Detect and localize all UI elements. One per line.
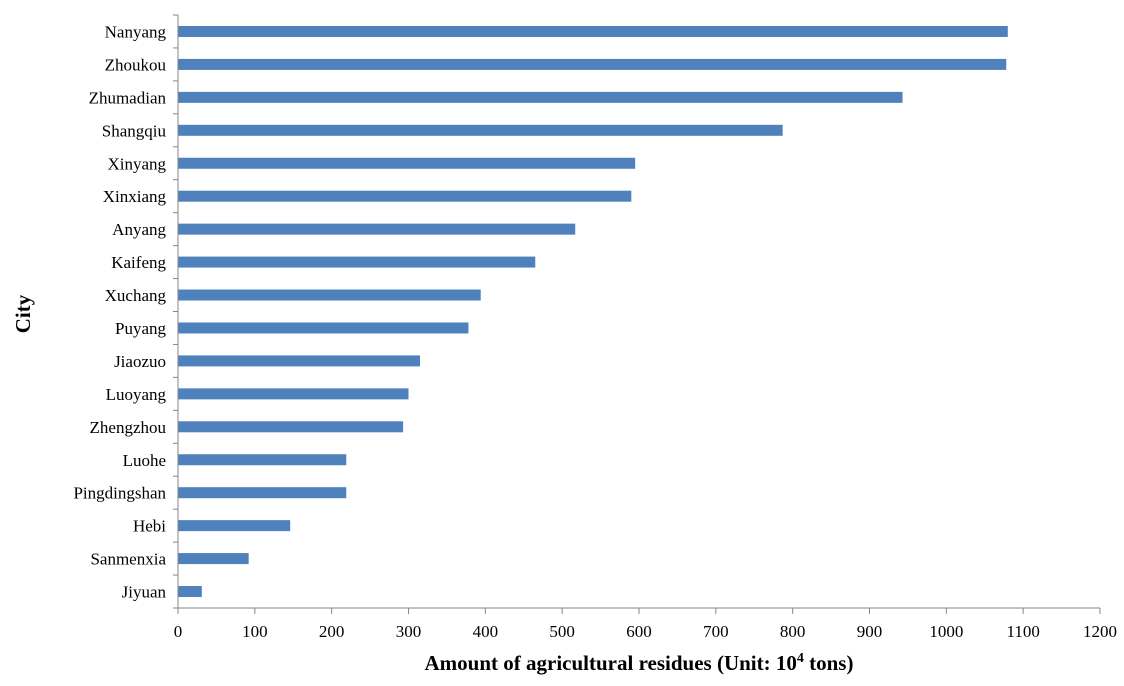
x-tick-label-1000: 1000 — [929, 622, 963, 641]
y-axis-title: City — [11, 294, 35, 333]
y-tick-label-jiaozuo: Jiaozuo — [114, 352, 166, 371]
y-tick-label-xinxiang: Xinxiang — [103, 187, 167, 206]
x-tick-label-100: 100 — [242, 622, 268, 641]
y-tick-label-zhumadian: Zhumadian — [89, 88, 167, 107]
y-tick-label-zhoukou: Zhoukou — [105, 55, 167, 74]
y-tick-label-puyang: Puyang — [115, 319, 167, 338]
x-tick-label-500: 500 — [549, 622, 575, 641]
bar-nanyang — [178, 25, 1008, 37]
bar-luohe — [178, 454, 347, 466]
y-tick-label-luoyang: Luoyang — [106, 385, 167, 404]
bar-puyang — [178, 322, 469, 334]
x-tick-label-0: 0 — [174, 622, 183, 641]
bar-xuchang — [178, 289, 481, 301]
y-tick-label-jiyuan: Jiyuan — [122, 583, 167, 602]
y-tick-label-luohe: Luohe — [123, 451, 166, 470]
y-tick-label-nanyang: Nanyang — [105, 22, 167, 41]
x-tick-label-300: 300 — [396, 622, 422, 641]
bar-xinyang — [178, 157, 636, 169]
x-tick-label-1200: 1200 — [1083, 622, 1117, 641]
bar-anyang — [178, 223, 576, 235]
x-tick-label-400: 400 — [473, 622, 499, 641]
x-tick-labels: 0 100 200 300 400 500 600 700 800 900 1000 1100 1200 — [174, 622, 1117, 641]
bar-shangqiu — [178, 124, 783, 136]
y-tick-labels: Nanyang Zhoukou Zhumadian Shangqiu Xinyang Xi… — [73, 22, 166, 601]
bar-zhoukou — [178, 58, 1007, 70]
y-tick-label-shangqiu: Shangqiu — [102, 121, 167, 140]
y-tick-label-xuchang: Xuchang — [105, 286, 167, 305]
bar-hebi — [178, 520, 291, 532]
x-axis-title-main: Amount of agricultural residues (Unit: 1… — [425, 651, 797, 675]
y-tick-label-pingdingshan: Pingdingshan — [73, 484, 166, 503]
x-axis-title: Amount of agricultural residues (Unit: 1… — [425, 651, 854, 675]
axes-group — [173, 14, 1101, 614]
x-tick-label-1100: 1100 — [1006, 622, 1039, 641]
x-tick-label-700: 700 — [703, 622, 729, 641]
y-tick-label-zhengzhou: Zhengzhou — [90, 418, 167, 437]
y-tick-label-hebi: Hebi — [133, 517, 166, 536]
y-tick-label-sanmenxia: Sanmenxia — [90, 550, 166, 569]
bar-pingdingshan — [178, 487, 347, 499]
bar-jiaozuo — [178, 355, 421, 367]
x-tick-label-200: 200 — [319, 622, 345, 641]
x-tick-label-800: 800 — [780, 622, 806, 641]
y-tick-label-kaifeng: Kaifeng — [111, 253, 166, 272]
bar-jiyuan — [178, 586, 202, 598]
x-axis-title-superscript: 4 — [797, 651, 804, 666]
y-tick-label-xinyang: Xinyang — [107, 154, 166, 173]
x-axis-title-tail: tons) — [804, 651, 854, 675]
bars-group — [178, 25, 1008, 598]
x-tick-label-900: 900 — [857, 622, 883, 641]
bar-sanmenxia — [178, 553, 249, 565]
bar-kaifeng — [178, 256, 536, 268]
bar-xinxiang — [178, 190, 632, 202]
bar-zhengzhou — [178, 421, 404, 433]
bar-luoyang — [178, 388, 409, 400]
bar-zhumadian — [178, 91, 903, 103]
y-tick-label-anyang: Anyang — [112, 220, 166, 239]
x-tick-label-600: 600 — [626, 622, 652, 641]
